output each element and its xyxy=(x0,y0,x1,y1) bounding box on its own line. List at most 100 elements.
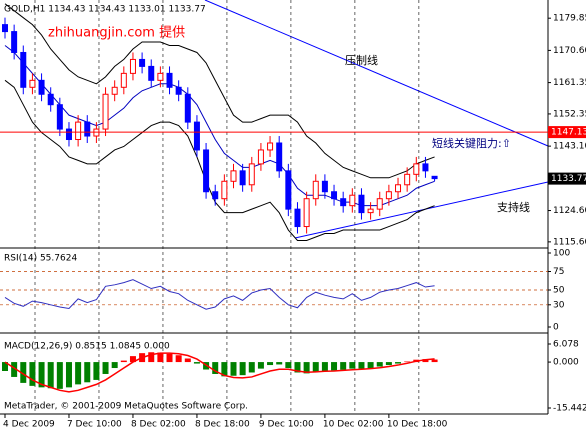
candle-body xyxy=(221,180,228,200)
candle-body xyxy=(349,194,356,207)
candle-body xyxy=(212,191,219,200)
candle-body xyxy=(56,104,63,130)
histogram-bar xyxy=(11,362,18,377)
indicator-line xyxy=(4,3,435,179)
price-label: 1133.77 xyxy=(551,174,586,184)
histogram-bar xyxy=(84,362,91,383)
y-tick-label: -15.442 xyxy=(553,404,586,414)
candle-body xyxy=(75,121,82,141)
histogram-bar xyxy=(285,362,292,369)
histogram-bar xyxy=(385,362,392,366)
candle-body xyxy=(2,24,8,33)
panel-title: RSI(14) 55.7624 xyxy=(4,254,77,264)
y-tick-label: 1124.60 xyxy=(553,206,586,216)
annotation: 压制线 xyxy=(345,53,378,67)
histogram-bar xyxy=(129,356,136,363)
candle-body xyxy=(139,58,146,67)
candle-body xyxy=(285,170,292,210)
histogram-bar xyxy=(2,362,8,371)
histogram-bar xyxy=(102,362,109,374)
histogram-bar xyxy=(267,362,274,366)
y-tick-label: 1152.35 xyxy=(553,109,586,119)
candle-body xyxy=(331,191,338,200)
histogram-bar xyxy=(166,353,173,363)
candle-body xyxy=(248,163,255,186)
x-tick-label: 10 Dec 02:00 xyxy=(323,420,384,430)
candle-body xyxy=(111,86,118,95)
resistance-trendline xyxy=(204,0,549,147)
candle-body xyxy=(47,93,54,106)
histogram-bar xyxy=(340,362,347,370)
candle-body xyxy=(404,173,411,186)
annotation: 支持线 xyxy=(497,200,530,214)
histogram-bar xyxy=(257,362,264,369)
indicator-line xyxy=(4,352,435,393)
y-tick-label: 1179.85 xyxy=(553,14,586,24)
support-trendline xyxy=(294,181,549,239)
histogram-bar xyxy=(367,362,374,369)
candle-body xyxy=(203,149,210,193)
y-tick-label: 1143.10 xyxy=(553,142,586,152)
price-label: 1147.13 xyxy=(551,128,586,138)
candle-body xyxy=(312,180,319,200)
y-tick-label: 0 xyxy=(553,323,559,333)
histogram-bar xyxy=(422,359,429,363)
histogram-bar xyxy=(20,362,27,383)
histogram-bar xyxy=(221,362,228,377)
x-tick-label: 9 Dec 10:00 xyxy=(259,420,314,430)
y-tick-label: 75 xyxy=(553,267,564,277)
panel-title: MACD(12,26,9) 0.8515 1.0845 0.000 xyxy=(4,342,170,352)
candle-body xyxy=(422,163,429,172)
x-tick-label: 4 Dec 2009 xyxy=(3,420,55,430)
y-tick-label: 1170.60 xyxy=(553,46,586,56)
y-tick-label: 100 xyxy=(553,249,570,259)
histogram-bar xyxy=(376,362,383,367)
candle-body xyxy=(367,208,374,214)
x-tick-label: 7 Dec 10:00 xyxy=(67,420,122,430)
candle-body xyxy=(157,72,164,81)
y-tick-label: 50 xyxy=(553,286,565,296)
histogram-bar xyxy=(395,362,402,364)
histogram-bar xyxy=(303,362,310,374)
y-tick-label: 1115.60 xyxy=(553,237,586,247)
candle-body xyxy=(303,198,310,228)
candle-body xyxy=(276,142,283,172)
watermark: zhihuangjin.com 提供 xyxy=(48,25,185,41)
candle-body xyxy=(29,79,36,88)
histogram-bar xyxy=(349,362,356,369)
candle-body xyxy=(358,194,365,214)
candle-body xyxy=(193,121,200,151)
y-tick-label: 1161.35 xyxy=(553,78,586,88)
histogram-bar xyxy=(358,362,365,369)
indicator-line xyxy=(4,279,435,310)
candle-body xyxy=(84,121,91,137)
price-box xyxy=(548,172,586,185)
indicator-line xyxy=(4,79,435,241)
histogram-bar xyxy=(239,362,246,376)
chart-title: GOLD,H1 1134.43 1134.43 1133.01 1133.77 xyxy=(4,5,206,15)
footer: MetaTrader, © 2001-2009 MetaQuotes Softw… xyxy=(4,402,248,412)
candle-body xyxy=(20,51,27,88)
candle-body xyxy=(11,31,18,53)
candle-body xyxy=(38,79,45,95)
histogram-bar xyxy=(331,362,338,371)
histogram-bar xyxy=(75,362,82,385)
candle-body xyxy=(148,65,155,81)
candle-body xyxy=(431,175,438,180)
candle-body xyxy=(184,93,191,123)
y-tick-label: 6.078 xyxy=(553,340,579,350)
histogram-bar xyxy=(120,360,127,363)
histogram-bar xyxy=(276,362,283,365)
candle-body xyxy=(129,58,136,74)
candle-body xyxy=(166,72,173,88)
histogram-bar xyxy=(321,362,328,371)
candle-body xyxy=(230,170,237,182)
y-tick-label: 0.000 xyxy=(553,358,579,368)
candle-body xyxy=(294,208,301,228)
histogram-bar xyxy=(56,362,63,389)
histogram-bar xyxy=(38,362,45,388)
histogram-bar xyxy=(294,362,301,373)
